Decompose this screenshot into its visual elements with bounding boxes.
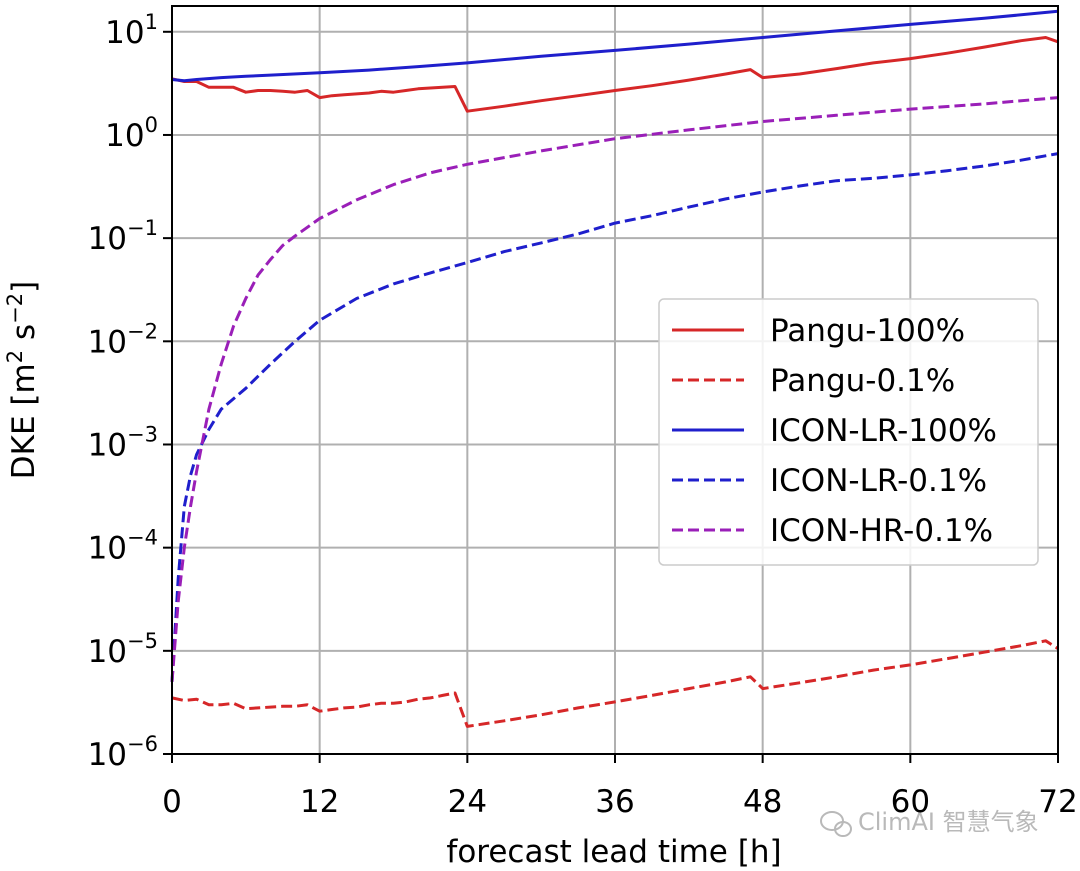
x-tick-label: 60 (891, 784, 930, 820)
series-line-pangu-0-1 (171, 639, 1059, 728)
x-tick-label: 24 (448, 784, 487, 820)
x-tick-label: 12 (300, 784, 339, 820)
series-line-pangu-100 (171, 36, 1059, 113)
x-axis-ticks: 0 12 24 36 48 60 72 (162, 754, 1078, 820)
series-line-icon-lr-100 (171, 9, 1059, 83)
x-axis-label: forecast lead time [h] (446, 834, 781, 870)
y-tick-label: 10−2 (88, 319, 158, 360)
legend-label: ICON-HR-0.1% (770, 513, 993, 549)
y-tick-label: 10−5 (88, 629, 158, 670)
x-tick-label: 48 (743, 784, 782, 820)
series-line-icon-hr-0-1 (170, 96, 1059, 683)
plot-lines (170, 9, 1059, 728)
x-tick-label: 36 (595, 784, 634, 820)
legend: Pangu-100% Pangu-0.1% ICON-LR-100% ICON-LR-… (658, 298, 1039, 566)
legend-label: ICON-LR-0.1% (770, 463, 987, 499)
watermark: ClimAI 智慧气象 (820, 808, 1039, 837)
legend-label: Pangu-0.1% (770, 363, 955, 399)
watermark-text: ClimAI 智慧气象 (858, 808, 1039, 836)
legend-box (658, 298, 1039, 566)
y-tick-label: 100 (105, 113, 158, 154)
y-tick-label: 10−4 (88, 526, 158, 567)
legend-label: Pangu-100% (770, 313, 965, 349)
y-tick-label: 101 (105, 10, 158, 51)
y-axis-label: DKE [m2 s−2] (3, 281, 42, 479)
x-tick-label: 0 (162, 784, 182, 820)
y-tick-label: 10−6 (88, 732, 158, 773)
y-tick-label: 10−1 (88, 216, 158, 257)
series-line-icon-lr-0-1 (170, 152, 1059, 682)
legend-label: ICON-LR-100% (770, 413, 997, 449)
wechat-icon (820, 811, 852, 837)
y-tick-label: 10−3 (88, 422, 158, 463)
y-axis-ticks: 101 100 10−1 10−2 10−3 10−4 10−5 10−6 (88, 10, 172, 773)
x-tick-label: 72 (1038, 784, 1077, 820)
